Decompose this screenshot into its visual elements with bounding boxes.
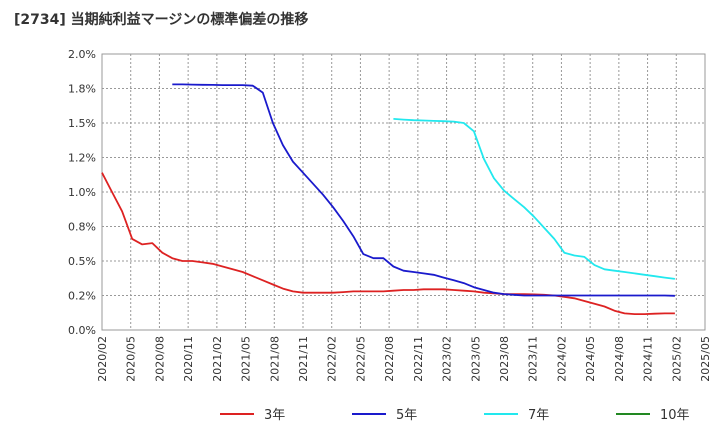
x-tick-label: 2020/02 <box>96 336 109 382</box>
y-tick-label: 1.5% <box>68 117 96 130</box>
x-tick-label: 2022/05 <box>354 336 367 382</box>
x-tick-label: 2024/05 <box>584 336 597 382</box>
x-tick-label: 2025/02 <box>670 336 683 382</box>
x-axis: 2020/02 2020/05 2020/08 2020/11 2021/02 2021/… <box>96 336 712 382</box>
y-tick-label: 1.8% <box>68 83 96 96</box>
x-tick-label: 2020/05 <box>125 336 138 382</box>
x-tick-label: 2024/08 <box>613 336 626 382</box>
x-tick-label: 2025/05 <box>699 336 712 382</box>
x-tick-label: 2023/08 <box>498 336 511 382</box>
legend-label-3: 10年 <box>660 408 690 423</box>
x-tick-label: 2020/08 <box>153 336 166 382</box>
plot-area-border <box>101 53 706 331</box>
x-tick-label: 2024/11 <box>642 336 655 382</box>
y-tick-label: 0.2% <box>68 290 96 303</box>
legend: 3年 5年 7年 10年 <box>220 408 690 423</box>
y-tick-label: 1.0% <box>68 186 96 199</box>
x-tick-label: 2021/11 <box>297 336 310 382</box>
series-line-2 <box>393 118 676 280</box>
legend-label-0: 3年 <box>264 408 285 423</box>
x-tick-label: 2022/11 <box>412 336 425 382</box>
x-tick-label: 2021/02 <box>211 336 224 382</box>
x-tick-label: 2020/11 <box>182 336 195 382</box>
y-tick-label: 1.2% <box>68 152 96 165</box>
y-axis: 0.0% 0.2% 0.5% 0.8% 1.0% 1.2% 1.5% 1.8% 2.0% <box>68 48 96 337</box>
series-line-0 <box>101 172 675 316</box>
legend-label-1: 5年 <box>396 408 417 423</box>
x-tick-label: 2022/02 <box>326 336 339 382</box>
chart-title: [2734] 当期純利益マージンの標準偏差の推移 <box>14 11 308 28</box>
chart-grid <box>101 53 706 331</box>
y-tick-label: 2.0% <box>68 48 96 61</box>
series-group <box>101 83 676 316</box>
x-tick-label: 2023/05 <box>469 336 482 382</box>
x-tick-label: 2021/05 <box>240 336 253 382</box>
x-tick-label: 2023/11 <box>527 336 540 382</box>
x-tick-label: 2022/08 <box>383 336 396 382</box>
x-tick-label: 2024/02 <box>555 336 568 382</box>
x-tick-label: 2023/02 <box>441 336 454 382</box>
x-tick-label: 2021/08 <box>268 336 281 382</box>
y-tick-label: 0.0% <box>68 324 96 337</box>
series-line-1 <box>172 83 675 297</box>
y-tick-label: 0.8% <box>68 221 96 234</box>
y-tick-label: 0.5% <box>68 255 96 268</box>
legend-label-2: 7年 <box>528 408 549 423</box>
